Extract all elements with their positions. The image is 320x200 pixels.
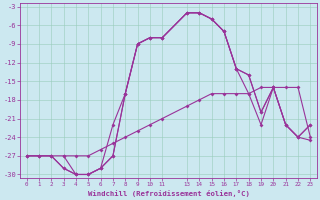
X-axis label: Windchill (Refroidissement éolien,°C): Windchill (Refroidissement éolien,°C) [88,190,249,197]
